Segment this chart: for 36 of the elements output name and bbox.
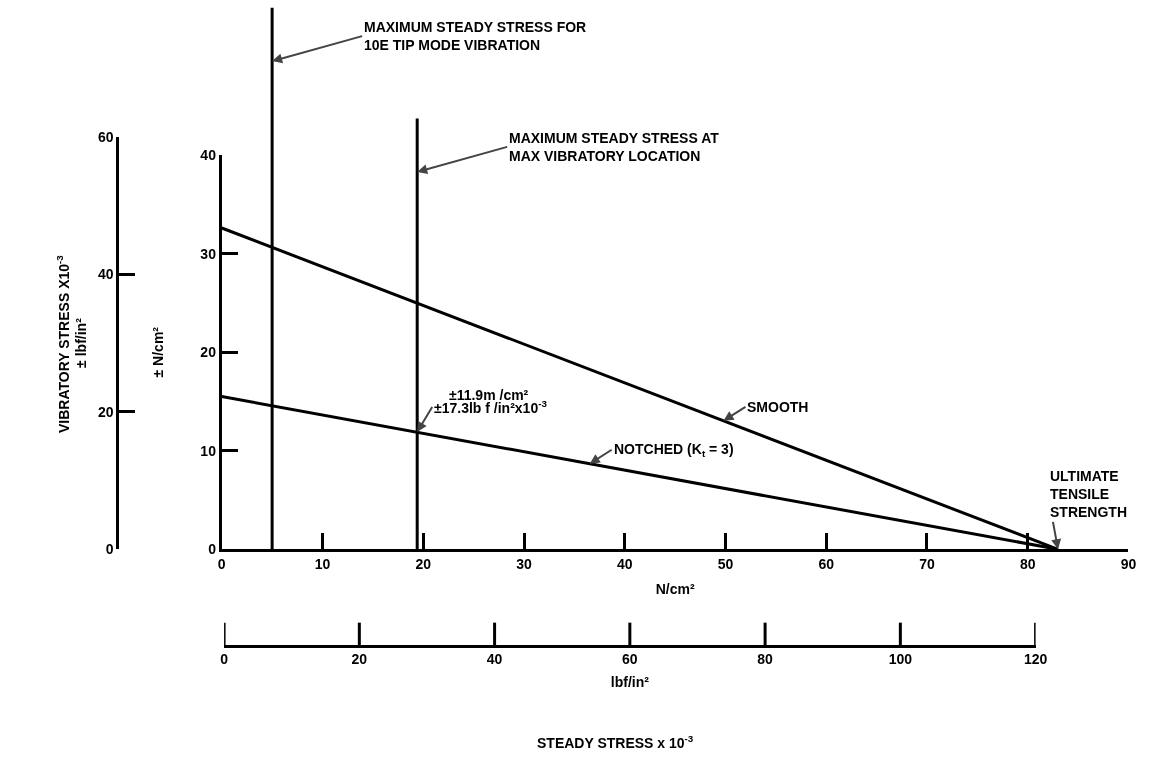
- x2-tick-label: 0: [220, 651, 229, 668]
- y2-tick-label: 40: [97, 266, 114, 283]
- x-tick-label: 90: [1120, 556, 1137, 573]
- y-tick-label: 20: [200, 344, 217, 361]
- x-axis-title: N/cm²: [655, 581, 695, 598]
- x2-tick-label: 40: [486, 651, 503, 668]
- text: STEADY STRESS x 10$^{-3}$: [537, 733, 694, 751]
- y2-tick-label: 60: [97, 128, 114, 145]
- annotation: ULTIMATE TENSILE STRENGTH: [1050, 468, 1127, 521]
- x-tick-label: 40: [616, 556, 633, 573]
- x2-tick-label: 20: [351, 651, 368, 668]
- x-tick-label: 80: [1019, 556, 1036, 573]
- x-tick-label: 50: [717, 556, 734, 573]
- x2-tick-label: 100: [888, 651, 913, 668]
- x-tick-label: 60: [818, 556, 835, 573]
- ref-line-label: MAXIMUM STEADY STRESS FOR 10E TIP MODE VIBRATION: [364, 19, 587, 54]
- x2-tick-label: 80: [757, 651, 774, 668]
- y2-tick-label: 0: [105, 541, 114, 558]
- x-tick-label: 20: [415, 556, 432, 573]
- y-tick-label: 30: [200, 245, 217, 262]
- x2-tick-label: 120: [1023, 651, 1048, 668]
- y2-axis-title: ± lbf/in²: [73, 317, 90, 368]
- y-tick-label: 10: [200, 442, 217, 459]
- annotation: ±11.9m /cm²: [449, 387, 529, 403]
- x-tick-label: 70: [919, 556, 935, 573]
- x-tick-label: 10: [314, 556, 331, 573]
- series-label: SMOOTH: [747, 399, 809, 415]
- x2-axis-title: lbf/in²: [610, 673, 650, 690]
- y2-tick-label: 20: [97, 403, 114, 420]
- series-label: NOTCHED (K$_{t}$ = 3): [614, 441, 734, 459]
- y-tick-label: 0: [208, 541, 217, 558]
- x2-tick-label: 60: [622, 651, 638, 668]
- x-tick-label: 30: [516, 556, 532, 573]
- ref-line-label: MAXIMUM STEADY STRESS AT MAX VIBRATORY LOCATION: [509, 130, 720, 165]
- y-axis-title: ± N/cm²: [149, 326, 166, 378]
- y-tick-label: 40: [200, 146, 217, 163]
